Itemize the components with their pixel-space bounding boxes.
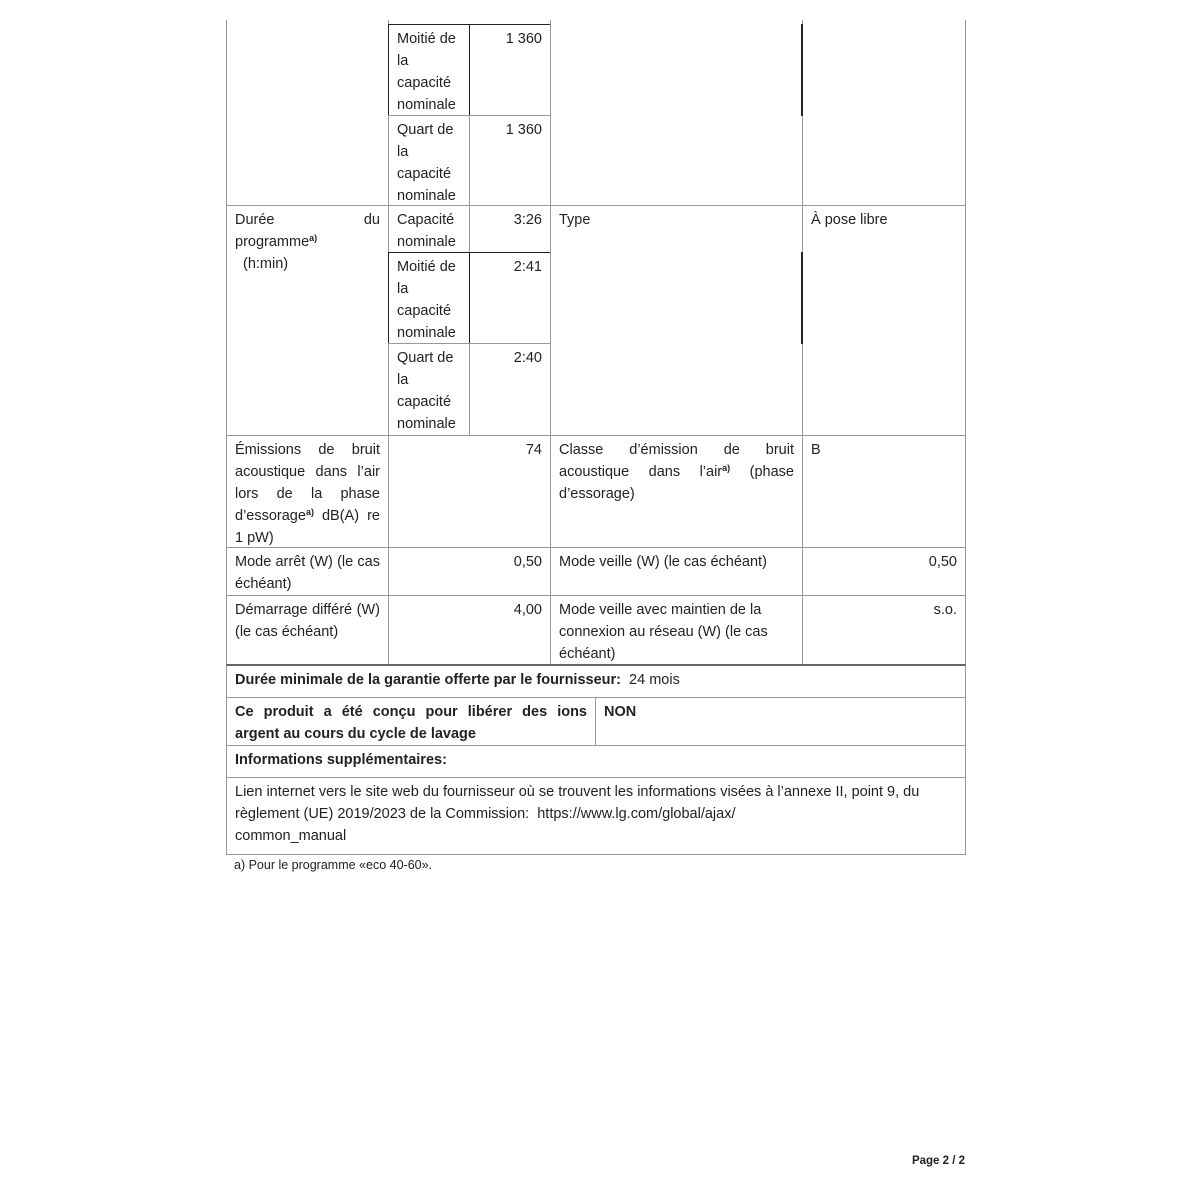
supplier-link-url-cont[interactable]: common_manual: [235, 828, 347, 844]
network-standby-label: Mode veille avec maintien de la connexio…: [550, 595, 803, 665]
duration-unit: (h:min): [243, 256, 289, 272]
warranty-value: 24 mois: [629, 672, 680, 688]
off-mode-value: 0,50: [388, 547, 551, 596]
duration-half-label: Moitié de la capacité nominale: [388, 252, 470, 344]
standby-value: 0,50: [802, 547, 966, 596]
noise-label-unit: dB(A) re 1 pW): [235, 508, 380, 546]
supplier-link-cell: Lien internet vers le site web du fourni…: [226, 777, 966, 855]
supplier-link-text: Lien internet vers le site web du fourni…: [235, 784, 920, 822]
silver-ions-value: NON: [595, 697, 966, 746]
duration-full-value: 3:26: [469, 205, 551, 253]
warranty-row: Durée minimale de la garantie offerte pa…: [226, 664, 966, 698]
duration-label-word: du: [363, 212, 380, 228]
page-number: Page 2 / 2: [911, 1155, 965, 1167]
duration-label-word: programme: [235, 234, 310, 250]
off-mode-label: Mode arrêt (W) (le cas échéant): [226, 547, 389, 596]
spin-quarter-label: Quart de la capacité nominale: [388, 115, 470, 206]
noise-class-text: Classe d’émission de bruit acoustique da…: [559, 442, 794, 480]
network-standby-value: s.o.: [802, 595, 966, 665]
duration-quarter-label: Quart de la capacité nominale: [388, 343, 470, 436]
noise-label-text: Émissions de bruit acoustique dans l’air…: [235, 442, 380, 524]
standby-label: Mode veille (W) (le cas échéant): [550, 547, 803, 596]
duration-label-word: Durée: [235, 212, 275, 228]
divider: [801, 24, 803, 116]
silver-ions-label: Ce produit a été conçu pour libérer des …: [226, 697, 596, 746]
type-label: Type: [550, 205, 803, 436]
footnote: a) Pour le programme «eco 40-60».: [234, 858, 433, 872]
footnote-ref: a): [309, 233, 318, 243]
duration-quarter-value: 2:40: [469, 343, 551, 436]
noise-value: 74: [388, 435, 551, 548]
footnote-ref: a): [722, 463, 731, 473]
delay-value: 4,00: [388, 595, 551, 665]
duration-label: Durée du programmea) (h:min): [226, 205, 389, 436]
noise-class-label: Classe d’émission de bruit acoustique da…: [550, 435, 803, 548]
delay-label: Démarrage différé (W) (le cas échéant): [226, 595, 389, 665]
spin-half-label: Moitié de la capacité nominale: [388, 24, 470, 116]
spin-half-value: 1 360: [469, 24, 551, 116]
spin-quarter-value: 1 360: [469, 115, 551, 206]
supplier-link-url[interactable]: https://www.lg.com/global/ajax/: [537, 806, 736, 822]
empty-cell: [802, 20, 966, 206]
duration-full-label: Capacité nominale: [388, 205, 470, 253]
type-value: À pose libre: [802, 205, 966, 436]
footnote-ref: a): [305, 507, 314, 517]
duration-half-value: 2:41: [469, 252, 551, 344]
noise-class-value: B: [802, 435, 966, 548]
spin-label-cell: [226, 20, 389, 206]
divider: [801, 252, 803, 344]
extra-info-label: Informations supplémentaires:: [226, 745, 966, 778]
empty-cell: [550, 20, 803, 206]
warranty-label: Durée minimale de la garantie offerte pa…: [235, 672, 621, 688]
noise-class-text: (phase d’essorage): [559, 464, 794, 502]
noise-label: Émissions de bruit acoustique dans l’air…: [226, 435, 389, 548]
